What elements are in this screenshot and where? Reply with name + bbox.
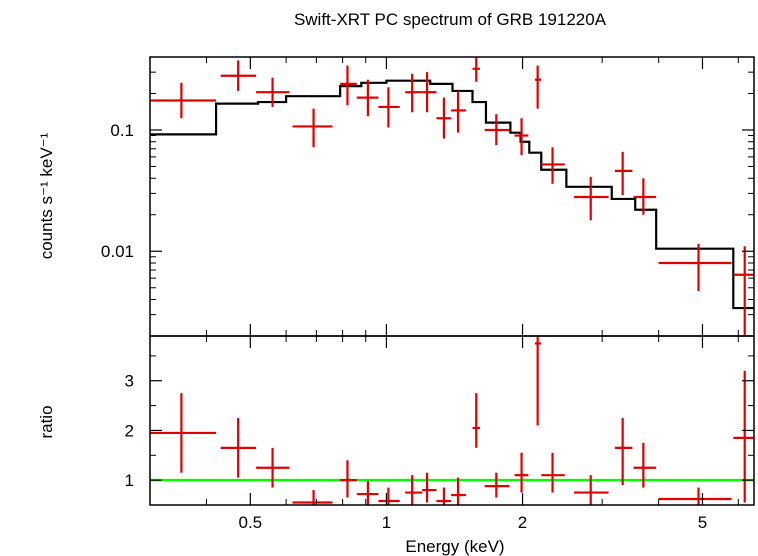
x-tick-label: 1 — [382, 513, 391, 532]
ratio-y-tick-label: 1 — [125, 471, 134, 490]
x-tick-label: 5 — [698, 513, 707, 532]
ratio-data-point — [514, 452, 529, 493]
model-step-line — [150, 79, 754, 310]
spectrum-data-point — [356, 79, 379, 117]
spectrum-data-point — [422, 72, 437, 113]
ratio-y-ticks: 1 2 3 — [125, 355, 754, 506]
spectrum-data-point — [514, 118, 529, 156]
ratio-data-point — [614, 418, 633, 486]
spectrum-data-point — [541, 147, 565, 184]
ratio-data-point — [378, 487, 400, 505]
bottom-y-axis-label: ratio — [37, 405, 56, 438]
ratio-panel: 0.5 1 2 5 1 2 3 — [125, 335, 755, 532]
spectrum-data-point — [150, 82, 217, 119]
spectrum-data-point — [614, 151, 633, 196]
spectrum-data-point — [484, 114, 510, 146]
ratio-data-point — [436, 487, 452, 505]
spectrum-data-point — [292, 108, 333, 148]
spectrum-x-ticks — [149, 57, 739, 336]
spectrum-data-point — [256, 77, 290, 107]
spectrum-data-points — [150, 57, 754, 336]
ratio-data-point — [633, 442, 657, 488]
spectrum-panel: 0.01 0.1 — [101, 56, 755, 337]
ratio-data-point — [472, 393, 480, 448]
x-axis-label: Energy (keV) — [405, 537, 504, 556]
spectrum-data-point — [534, 65, 542, 109]
ratio-data-point — [356, 481, 379, 505]
ratio-data-point — [484, 472, 510, 498]
spectrum-data-point — [633, 178, 657, 215]
ratio-y-tick-label: 2 — [125, 421, 134, 440]
spectrum-data-point — [451, 90, 467, 133]
ratio-frame — [149, 335, 755, 506]
ratio-x-ticks: 0.5 1 2 5 — [149, 336, 739, 532]
spectrum-data-point — [658, 243, 732, 292]
ratio-data-point — [574, 475, 609, 505]
ratio-data-point — [733, 370, 754, 503]
spectrum-data-point — [378, 87, 400, 128]
ratio-data-point — [658, 487, 732, 505]
top-y-axis-label: counts s⁻¹ keV⁻¹ — [37, 132, 56, 259]
ratio-data-point — [220, 418, 257, 478]
ratio-data-point — [541, 452, 565, 493]
spectrum-data-point — [472, 57, 480, 82]
ratio-data-point — [405, 475, 423, 505]
spectrum-data-point — [405, 73, 423, 113]
ratio-y-tick-label: 3 — [125, 372, 134, 391]
ratio-data-point — [340, 460, 357, 498]
spectrum-y-tick-label: 0.1 — [110, 121, 134, 140]
spectrum-data-point — [340, 65, 357, 106]
spectrum-data-point — [733, 246, 754, 336]
ratio-data-points — [150, 336, 754, 505]
spectrum-data-point — [574, 176, 609, 221]
ratio-data-point — [292, 490, 333, 505]
chart-title: Swift-XRT PC spectrum of GRB 191220A — [294, 10, 607, 29]
ratio-data-point — [422, 472, 437, 503]
x-tick-label: 0.5 — [238, 513, 262, 532]
x-tick-label: 2 — [518, 513, 527, 532]
ratio-data-point — [451, 477, 467, 505]
spectrum-data-point — [436, 97, 452, 139]
spectrum-frame — [149, 56, 755, 337]
spectrum-y-ticks: 0.01 0.1 — [101, 56, 754, 337]
spectrum-data-point — [220, 60, 257, 91]
ratio-data-point — [534, 336, 542, 426]
spectrum-y-tick-label: 0.01 — [101, 242, 134, 261]
ratio-data-point — [150, 393, 217, 473]
ratio-data-point — [256, 447, 290, 488]
